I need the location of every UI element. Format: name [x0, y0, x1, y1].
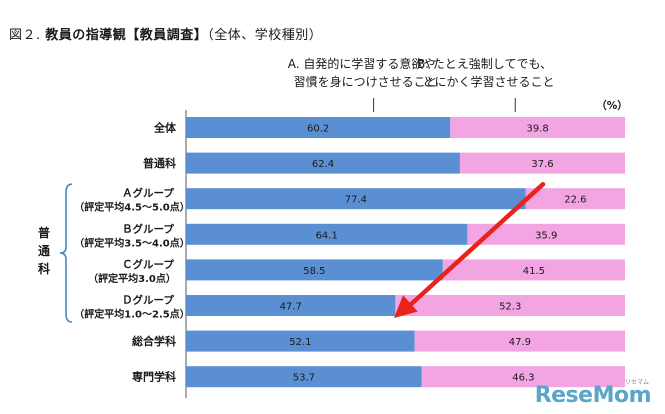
- bar-segment-series-2: [525, 188, 625, 210]
- figure-title-sub: （全体、学校種別）: [207, 28, 323, 43]
- category-label: Ａグループ: [122, 187, 174, 200]
- data-label: 47.9: [509, 337, 531, 348]
- bar-segment-series-2: [459, 152, 625, 174]
- figure-number: 図２.: [9, 28, 41, 43]
- data-label: 52.3: [499, 302, 521, 313]
- legend-label: B. たとえ強制してでも、: [417, 57, 552, 71]
- bar-segment-series-2: [414, 330, 625, 352]
- category-sublabel: （評定平均4.5～5.0点）: [74, 201, 189, 214]
- bar-segment-series-2: [421, 366, 625, 388]
- data-label: 64.1: [316, 230, 338, 241]
- bar-segment-series-2: [450, 117, 625, 138]
- data-label: 62.4: [312, 159, 334, 170]
- bar-segment-series-2: [442, 259, 625, 281]
- category-label: 普通科: [143, 156, 176, 170]
- watermark-small-text: リセマム: [624, 379, 649, 386]
- annotation-arrow-head: [394, 295, 418, 318]
- category-label: Ｃグループ: [122, 258, 174, 271]
- data-label: 37.6: [531, 159, 553, 170]
- figure-title-main: 教員の指導観【教員調査】: [45, 28, 208, 43]
- annotation-arrow-shaft: [405, 181, 546, 310]
- category-sublabel: （評定平均3.5～4.0点）: [74, 236, 189, 249]
- bar-segment-series-1: [186, 188, 526, 210]
- bar-segment-series-1: [186, 295, 396, 316]
- watermark-text: ReseMom: [534, 383, 652, 408]
- data-label: 53.7: [293, 373, 315, 384]
- category-label: 専門学科: [132, 370, 176, 384]
- data-label: 77.4: [345, 195, 367, 206]
- bar-segment-series-2: [395, 295, 625, 316]
- bar-segment-series-1: [186, 330, 415, 352]
- group-bracket-label-char: 普: [38, 225, 50, 240]
- unit-label: （%）: [596, 99, 628, 112]
- data-label: 35.9: [535, 230, 557, 241]
- bar-segment-series-1: [186, 152, 460, 174]
- category-label: Ｄグループ: [122, 294, 174, 307]
- data-label: 60.2: [307, 124, 329, 135]
- data-label: 39.8: [527, 124, 549, 135]
- category-sublabel: （評定平均1.0～2.5点）: [74, 308, 189, 321]
- resemom-watermark: リセマム ReseMom: [534, 379, 652, 408]
- group-bracket-label-char: 通: [38, 243, 50, 258]
- data-label: 41.5: [523, 266, 545, 277]
- bar-segment-series-1: [186, 259, 443, 281]
- legend-label: 習慣を身につけさせること: [294, 74, 438, 89]
- group-bracket: [59, 183, 73, 323]
- bar-segment-series-1: [186, 366, 422, 388]
- data-label: 58.5: [303, 266, 325, 277]
- group-bracket-label-char: 科: [38, 261, 50, 276]
- data-label: 47.7: [280, 302, 302, 313]
- data-label: 52.1: [289, 337, 311, 348]
- data-label: 22.6: [564, 195, 586, 206]
- data-label: 46.3: [512, 373, 534, 384]
- legend-label: とにかく学習させること: [423, 74, 555, 89]
- category-label: 全体: [153, 121, 177, 135]
- category-label: Ｂグループ: [122, 222, 174, 235]
- bar-segment-series-2: [467, 223, 625, 245]
- bar-segment-series-1: [186, 117, 451, 138]
- category-label: 総合学科: [132, 334, 176, 348]
- figure-title: 図２. 教員の指導観【教員調査】（全体、学校種別）: [9, 24, 322, 43]
- legend-label: A. 自発的に学習する意欲や: [288, 56, 436, 71]
- bar-segment-series-1: [186, 223, 468, 245]
- category-sublabel: （評定平均3.0点）: [88, 272, 176, 285]
